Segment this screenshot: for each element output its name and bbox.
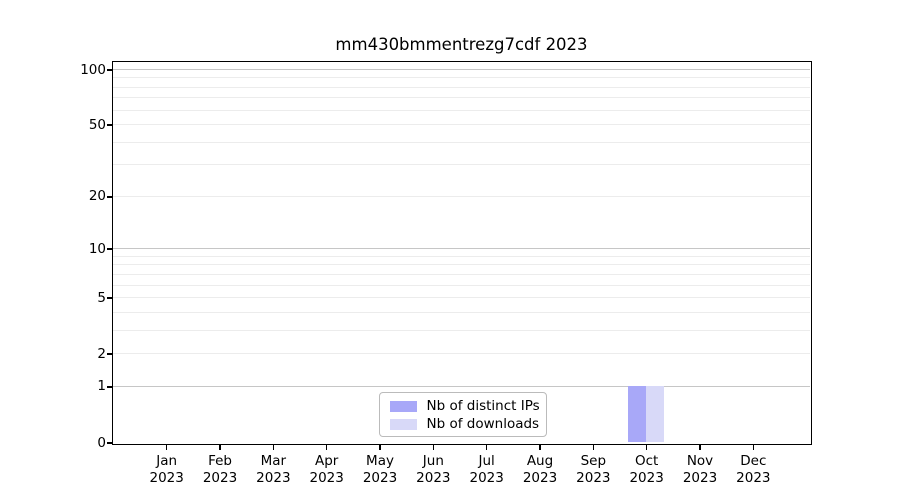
x-tick-label: Jul 2023 — [452, 453, 522, 486]
y-tick-label: 0 — [97, 434, 106, 451]
x-tick-month: Jan — [156, 453, 178, 469]
x-tick-mark — [379, 444, 381, 450]
bar-nb-of-downloads — [646, 386, 665, 443]
x-tick-label: Mar 2023 — [238, 453, 308, 486]
x-tick-year: 2023 — [682, 469, 718, 486]
gridlines-layer — [112, 62, 810, 443]
y-tick-label: 2 — [97, 345, 106, 362]
y-gridline-minor — [112, 311, 810, 313]
legend-entry-downloads: Nb of downloads — [386, 416, 540, 433]
x-tick-month: Mar — [260, 453, 287, 469]
x-tick-mark — [432, 444, 435, 450]
y-tick-label: 50 — [88, 116, 106, 133]
x-tick-mark — [219, 444, 221, 450]
y-tick-mark — [106, 124, 112, 126]
y-gridline-minor — [112, 255, 810, 257]
y-gridline-major — [112, 68, 810, 71]
y-gridline-minor — [112, 86, 810, 88]
x-tick-mark — [165, 444, 168, 450]
y-gridline-major — [112, 247, 810, 250]
legend-entry-distinct-ips: Nb of distinct IPs — [386, 398, 540, 415]
y-tick-label: 1 — [97, 378, 106, 395]
y-tick-mark — [106, 196, 112, 198]
x-tick-month: Feb — [208, 453, 232, 469]
y-tick-mark — [106, 297, 112, 299]
x-tick-label: Aug 2023 — [505, 453, 575, 486]
y-gridline-minor — [112, 195, 810, 197]
x-tick-mark — [699, 444, 701, 450]
y-gridline-minor — [112, 264, 810, 266]
y-tick-label: 5 — [97, 289, 106, 306]
chart-title: mm430bmmentrezg7cdf 2023 — [335, 35, 588, 54]
y-gridline-minor — [112, 297, 810, 299]
x-tick-month: Aug — [526, 453, 554, 469]
plot-area — [111, 60, 812, 445]
x-tick-month: Jun — [422, 453, 444, 469]
legend-swatch-downloads — [389, 418, 417, 430]
y-tick-label: 20 — [88, 188, 106, 205]
x-tick-label: Nov 2023 — [665, 453, 735, 486]
x-tick-label: Feb 2023 — [185, 453, 255, 486]
y-gridline-minor — [112, 353, 810, 355]
y-tick-mark — [106, 353, 112, 355]
x-tick-mark — [752, 444, 755, 450]
x-tick-year: 2023 — [522, 469, 558, 486]
x-tick-month: Apr — [315, 453, 339, 469]
x-tick-label: Apr 2023 — [292, 453, 362, 486]
x-tick-mark — [485, 444, 488, 450]
x-tick-year: 2023 — [202, 469, 238, 486]
x-tick-year: 2023 — [149, 469, 184, 486]
x-tick-year: 2023 — [576, 469, 611, 486]
x-tick-mark — [592, 444, 595, 450]
x-tick-year: 2023 — [309, 469, 344, 486]
x-tick-year: 2023 — [629, 469, 664, 486]
legend: Nb of distinct IPs Nb of downloads — [378, 391, 547, 437]
x-tick-mark — [272, 444, 275, 450]
y-gridline-minor — [112, 329, 810, 331]
bars-layer — [113, 62, 810, 443]
x-tick-mark — [539, 444, 541, 450]
y-gridline-minor — [112, 273, 810, 275]
y-tick-mark — [106, 442, 112, 444]
y-tick-mark — [106, 69, 112, 71]
legend-swatch-distinct-ips — [389, 400, 417, 412]
x-tick-year: 2023 — [362, 469, 398, 486]
y-gridline-minor — [112, 284, 810, 286]
y-tick-mark — [106, 386, 112, 388]
x-tick-label: Jun 2023 — [398, 453, 468, 486]
x-tick-month: Jul — [478, 453, 495, 469]
y-gridline-minor — [112, 141, 810, 143]
x-tick-month: Nov — [686, 453, 714, 469]
y-tick-label: 10 — [88, 240, 106, 257]
y-gridline-major — [112, 385, 810, 388]
x-tick-year: 2023 — [256, 469, 291, 486]
x-tick-mark — [645, 444, 648, 450]
x-tick-label: Sep 2023 — [558, 453, 628, 486]
bar-nb-of-distinct-ips — [628, 386, 647, 443]
y-gridline-minor — [112, 124, 810, 126]
x-tick-label: May 2023 — [345, 453, 415, 486]
x-tick-label: Dec 2023 — [718, 453, 788, 486]
legend-label-distinct-ips: Nb of distinct IPs — [426, 397, 540, 414]
x-tick-year: 2023 — [416, 469, 451, 486]
y-tick-label: 100 — [80, 61, 106, 78]
y-gridline-minor — [112, 109, 810, 111]
x-tick-month: Oct — [634, 453, 659, 469]
y-gridline-minor — [112, 97, 810, 99]
x-tick-label: Jan 2023 — [132, 453, 202, 486]
x-tick-month: May — [366, 453, 394, 469]
x-tick-month: Sep — [580, 453, 607, 469]
x-tick-mark — [325, 444, 328, 450]
x-tick-label: Oct 2023 — [612, 453, 682, 486]
x-tick-month: Dec — [740, 453, 767, 469]
y-gridline-minor — [112, 164, 810, 166]
y-tick-mark — [106, 248, 112, 250]
legend-label-downloads: Nb of downloads — [426, 415, 540, 432]
y-gridline-minor — [112, 77, 810, 79]
x-tick-year: 2023 — [469, 469, 504, 486]
x-tick-year: 2023 — [736, 469, 771, 486]
